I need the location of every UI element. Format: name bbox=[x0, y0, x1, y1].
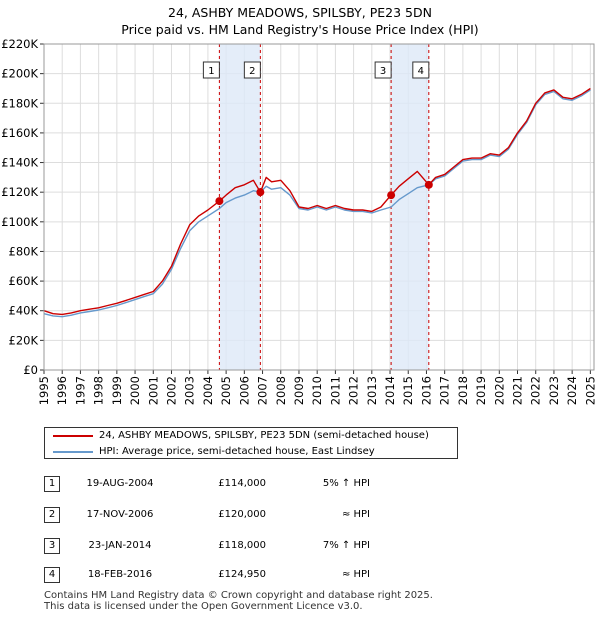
y-tick-label: £120K bbox=[1, 185, 38, 199]
x-tick-label: 1999 bbox=[110, 376, 124, 405]
x-tick-label: 2022 bbox=[529, 376, 543, 405]
x-tick-label: 2009 bbox=[292, 376, 306, 405]
sale-label: 4 bbox=[418, 66, 424, 77]
x-tick-label: 2008 bbox=[274, 376, 288, 405]
sale-point bbox=[387, 191, 396, 200]
footer-copyright: Contains HM Land Registry data © Crown c… bbox=[44, 590, 433, 601]
sale-number: 4 bbox=[44, 567, 60, 583]
x-tick-label: 2000 bbox=[128, 376, 142, 405]
y-tick-label: £80K bbox=[9, 244, 39, 258]
sale-price: £118,000 bbox=[218, 540, 266, 551]
sale-period-shade bbox=[391, 44, 429, 370]
footer: Contains HM Land Registry data © Crown c… bbox=[44, 590, 433, 612]
y-tick-label: £140K bbox=[1, 156, 38, 170]
sale-date: 17-NOV-2006 bbox=[86, 509, 154, 520]
y-axis-ticks: £0 £20K £40K £60K £80K £100K £120K £140K £160K £1… bbox=[1, 37, 44, 377]
sale-number: 1 bbox=[44, 476, 60, 492]
sale-row: 2 17-NOV-2006 £120,000 ≈ HPI bbox=[0, 507, 600, 525]
x-tick-label: 2018 bbox=[456, 376, 470, 405]
series-lines bbox=[43, 87, 591, 318]
sale-point bbox=[424, 180, 433, 189]
x-tick-label: 2001 bbox=[146, 376, 160, 405]
y-tick-label: £180K bbox=[1, 96, 38, 110]
sale-label: 3 bbox=[380, 66, 386, 77]
y-tick-label: £60K bbox=[9, 274, 39, 288]
x-tick-label: 2024 bbox=[565, 376, 579, 405]
x-axis-ticks: 1995 1996 1997 1998 1999 2000 2001 2002 2003 2004… bbox=[37, 370, 597, 405]
hpi-line bbox=[43, 89, 591, 318]
sale-hpi-relation: 5% ↑ HPI bbox=[322, 478, 370, 489]
legend-swatch-property bbox=[53, 435, 93, 437]
sale-label-box bbox=[374, 61, 392, 79]
x-tick-label: 2011 bbox=[328, 376, 342, 405]
sale-date: 23-JAN-2014 bbox=[88, 540, 152, 551]
x-tick-label: 2017 bbox=[438, 376, 452, 405]
sale-row: 1 19-AUG-2004 £114,000 5% ↑ HPI bbox=[0, 476, 600, 494]
y-tick-label: £0 bbox=[23, 363, 38, 377]
x-tick-label: 2005 bbox=[219, 376, 233, 405]
legend: 24, ASHBY MEADOWS, SPILSBY, PE23 5DN (se… bbox=[44, 427, 458, 459]
chart-title: 24, ASHBY MEADOWS, SPILSBY, PE23 5DN Pri… bbox=[0, 4, 600, 38]
x-tick-label: 2025 bbox=[583, 376, 597, 405]
title-line-2: Price paid vs. HM Land Registry's House … bbox=[121, 22, 479, 37]
sale-row: 4 18-FEB-2016 £124,950 ≈ HPI bbox=[0, 567, 600, 585]
x-tick-label: 2019 bbox=[474, 376, 488, 405]
sale-period-shading bbox=[219, 44, 429, 370]
y-tick-label: £200K bbox=[1, 67, 38, 81]
x-tick-label: 2014 bbox=[383, 376, 397, 405]
sale-row: 3 23-JAN-2014 £118,000 7% ↑ HPI bbox=[0, 538, 600, 556]
sale-price: £124,950 bbox=[218, 569, 266, 580]
x-tick-label: 2002 bbox=[164, 376, 178, 405]
legend-label-hpi: HPI: Average price, semi-detached house,… bbox=[99, 446, 375, 457]
x-tick-label: 2012 bbox=[347, 376, 361, 405]
sale-hpi-relation: ≈ HPI bbox=[341, 569, 370, 580]
x-tick-label: 1998 bbox=[92, 376, 106, 405]
y-tick-label: £20K bbox=[9, 333, 39, 347]
sale-period-shade bbox=[219, 44, 261, 370]
chart: £0 £20K £40K £60K £80K £100K £120K £140K £160K £1… bbox=[1, 37, 597, 405]
sale-price: £120,000 bbox=[218, 509, 266, 520]
sale-labels: 1 2 3 4 bbox=[202, 61, 430, 79]
sale-number: 2 bbox=[44, 507, 60, 523]
x-tick-label: 2004 bbox=[201, 376, 215, 405]
x-tick-label: 2015 bbox=[401, 376, 415, 405]
x-tick-label: 1995 bbox=[37, 376, 51, 405]
sale-price: £114,000 bbox=[218, 478, 266, 489]
y-tick-label: £40K bbox=[9, 304, 39, 318]
y-tick-label: £160K bbox=[1, 126, 38, 140]
sale-hpi-relation: 7% ↑ HPI bbox=[322, 540, 370, 551]
property-price-line bbox=[43, 87, 591, 316]
sale-label: 1 bbox=[208, 66, 214, 77]
x-tick-label: 2016 bbox=[419, 376, 433, 405]
x-tick-label: 2013 bbox=[365, 376, 379, 405]
x-tick-label: 2010 bbox=[310, 376, 324, 405]
sale-label-box bbox=[202, 61, 220, 79]
sale-number: 3 bbox=[44, 538, 60, 554]
x-tick-label: 2006 bbox=[237, 376, 251, 405]
x-tick-label: 2003 bbox=[183, 376, 197, 405]
sale-label: 2 bbox=[249, 66, 255, 77]
x-tick-label: 2023 bbox=[547, 376, 561, 405]
sale-points bbox=[215, 180, 433, 206]
title-line-1: 24, ASHBY MEADOWS, SPILSBY, PE23 5DN bbox=[168, 5, 432, 20]
y-tick-label: £220K bbox=[1, 37, 38, 51]
x-tick-label: 1997 bbox=[73, 376, 87, 405]
x-tick-label: 2007 bbox=[256, 376, 270, 405]
legend-swatch-hpi bbox=[53, 451, 93, 453]
legend-label-property: 24, ASHBY MEADOWS, SPILSBY, PE23 5DN (se… bbox=[99, 430, 429, 441]
sale-label-box bbox=[412, 61, 430, 79]
sale-label-box bbox=[243, 61, 261, 79]
sale-hpi-relation: ≈ HPI bbox=[341, 509, 370, 520]
sale-date: 18-FEB-2016 bbox=[87, 569, 153, 580]
x-tick-label: 1996 bbox=[55, 376, 69, 405]
x-tick-label: 2021 bbox=[511, 376, 525, 405]
sale-date: 19-AUG-2004 bbox=[86, 478, 154, 489]
sale-point bbox=[215, 197, 224, 206]
footer-licence: This data is licensed under the Open Gov… bbox=[44, 601, 363, 612]
sale-point bbox=[256, 188, 265, 197]
x-tick-label: 2020 bbox=[492, 376, 506, 405]
plot-frame bbox=[43, 43, 595, 371]
y-tick-label: £100K bbox=[1, 215, 38, 229]
